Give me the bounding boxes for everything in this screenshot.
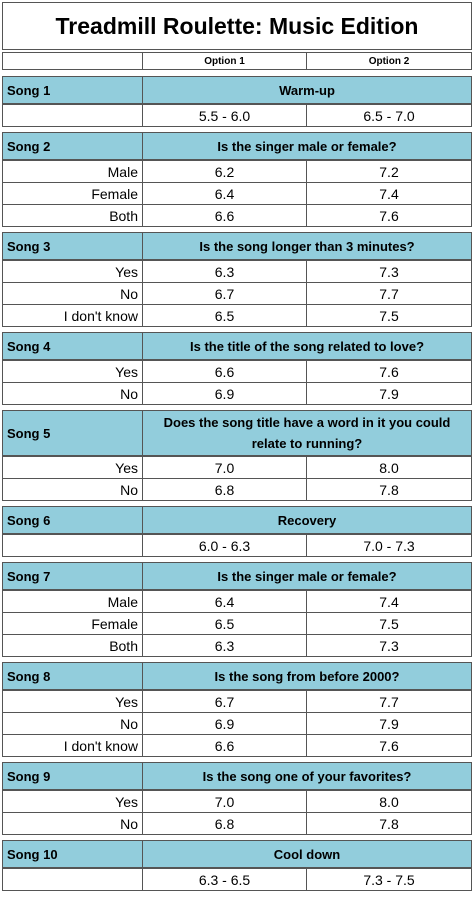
song-label: Song 10 (2, 840, 143, 868)
song-label: Song 6 (2, 506, 143, 534)
song-label: Song 3 (2, 232, 143, 260)
question: Is the song longer than 3 minutes? (142, 232, 472, 260)
song-label: Song 2 (2, 132, 143, 160)
speed-value: 6.6 (142, 734, 307, 757)
row-label: Yes (2, 690, 143, 713)
speed-value: 7.5 (306, 612, 472, 635)
speed-value: 6.6 (142, 204, 307, 227)
row-label: Female (2, 182, 143, 205)
speed-value: 7.0 - 7.3 (306, 534, 472, 557)
row-label: No (2, 712, 143, 735)
song-label: Song 1 (2, 76, 143, 104)
speed-value: 7.8 (306, 478, 472, 501)
row-label: Male (2, 590, 143, 613)
row-label: Female (2, 612, 143, 635)
speed-value: 7.7 (306, 282, 472, 305)
song-label: Song 8 (2, 662, 143, 690)
speed-value: 6.4 (142, 590, 307, 613)
row-label: No (2, 478, 143, 501)
row-label: No (2, 382, 143, 405)
speed-value: 7.3 - 7.5 (306, 868, 472, 891)
speed-value: 6.4 (142, 182, 307, 205)
speed-value: 6.2 (142, 160, 307, 183)
speed-value: 7.6 (306, 734, 472, 757)
speed-value: 7.3 (306, 260, 472, 283)
row-label (2, 104, 143, 127)
speed-value: 7.6 (306, 204, 472, 227)
speed-value: 6.7 (142, 282, 307, 305)
speed-value: 7.8 (306, 812, 472, 835)
speed-value: 8.0 (306, 456, 472, 479)
speed-value: 7.5 (306, 304, 472, 327)
speed-value: 6.3 (142, 634, 307, 657)
speed-value: 7.3 (306, 634, 472, 657)
speed-value: 6.8 (142, 478, 307, 501)
question: Is the song from before 2000? (142, 662, 472, 690)
speed-value: 6.9 (142, 712, 307, 735)
speed-value: 6.6 (142, 360, 307, 383)
speed-value: 6.3 (142, 260, 307, 283)
song-label: Song 4 (2, 332, 143, 360)
question: Is the song one of your favorites? (142, 762, 472, 790)
question: Recovery (142, 506, 472, 534)
title: Treadmill Roulette: Music Edition (2, 2, 472, 50)
row-label: Both (2, 634, 143, 657)
row-label (2, 534, 143, 557)
speed-value: 6.0 - 6.3 (142, 534, 307, 557)
song-label: Song 9 (2, 762, 143, 790)
speed-value: 6.5 (142, 304, 307, 327)
row-label (2, 868, 143, 891)
speed-value: 6.5 - 7.0 (306, 104, 472, 127)
header-blank (2, 52, 143, 70)
column-header: Option 1 (142, 52, 307, 70)
row-label: No (2, 812, 143, 835)
song-label: Song 5 (2, 410, 143, 456)
speed-value: 7.7 (306, 690, 472, 713)
speed-value: 7.4 (306, 182, 472, 205)
question: Is the singer male or female? (142, 132, 472, 160)
speed-value: 6.5 (142, 612, 307, 635)
speed-value: 7.9 (306, 712, 472, 735)
row-label: Male (2, 160, 143, 183)
speed-value: 7.0 (142, 790, 307, 813)
question: Does the song title have a word in it yo… (142, 410, 472, 456)
row-label: I don't know (2, 304, 143, 327)
speed-value: 7.2 (306, 160, 472, 183)
row-label: No (2, 282, 143, 305)
question: Warm-up (142, 76, 472, 104)
speed-value: 7.9 (306, 382, 472, 405)
row-label: I don't know (2, 734, 143, 757)
row-label: Yes (2, 260, 143, 283)
speed-value: 7.0 (142, 456, 307, 479)
speed-value: 6.7 (142, 690, 307, 713)
speed-value: 7.6 (306, 360, 472, 383)
song-label: Song 7 (2, 562, 143, 590)
row-label: Yes (2, 456, 143, 479)
speed-value: 8.0 (306, 790, 472, 813)
speed-value: 6.3 - 6.5 (142, 868, 307, 891)
column-header: Option 2 (306, 52, 472, 70)
row-label: Yes (2, 360, 143, 383)
question: Is the singer male or female? (142, 562, 472, 590)
speed-value: 7.4 (306, 590, 472, 613)
speed-value: 6.9 (142, 382, 307, 405)
row-label: Both (2, 204, 143, 227)
question: Cool down (142, 840, 472, 868)
speed-value: 6.8 (142, 812, 307, 835)
row-label: Yes (2, 790, 143, 813)
question: Is the title of the song related to love… (142, 332, 472, 360)
speed-value: 5.5 - 6.0 (142, 104, 307, 127)
